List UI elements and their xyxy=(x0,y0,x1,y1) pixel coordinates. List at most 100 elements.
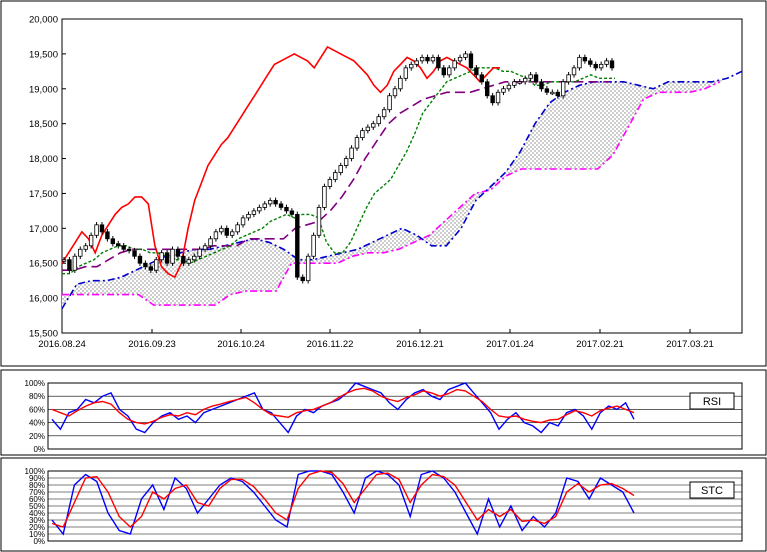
candle-body xyxy=(99,224,105,233)
candle-body xyxy=(517,81,522,84)
candle-body xyxy=(501,88,506,93)
price-x-tick-label: 2016.11.22 xyxy=(307,339,354,350)
senkou-span-b-line xyxy=(62,81,721,306)
stc-panel-series-0 xyxy=(51,470,635,536)
candle-body xyxy=(278,203,284,208)
candle-body xyxy=(175,248,181,257)
candle-body xyxy=(246,213,251,219)
candle-body xyxy=(354,137,360,149)
candle-body xyxy=(381,109,387,118)
candle-body xyxy=(208,238,213,247)
price-x-tick-label: 2016.09.23 xyxy=(128,339,176,350)
candle-body xyxy=(582,56,588,62)
candle-body xyxy=(257,206,262,212)
candle-body xyxy=(360,130,365,139)
stc-panel-y-tick-label: 70% xyxy=(29,488,45,497)
rsi-panel-series-1 xyxy=(51,387,635,425)
rsi-panel-y-tick-label: 40% xyxy=(29,419,45,428)
price-y-tick-label: 18,500 xyxy=(29,119,58,130)
price-y-tick-label: 19,000 xyxy=(29,84,58,95)
candle-body xyxy=(327,179,333,187)
stc-legend-label: STC xyxy=(701,485,723,497)
stc-legend: STC xyxy=(689,481,735,499)
candle-body xyxy=(392,88,398,97)
candle-body xyxy=(132,250,137,257)
stc-panel-y-tick-label: 10% xyxy=(29,530,45,539)
price-y-tick-label: 18,000 xyxy=(29,154,58,165)
price-y-tick-label: 16,500 xyxy=(29,259,58,270)
price-x-tick-label: 2017.02.21 xyxy=(576,339,624,350)
candle-body xyxy=(197,248,202,257)
rsi-legend: RSI xyxy=(689,392,735,410)
candle-body xyxy=(349,147,354,159)
candle-body xyxy=(284,206,289,212)
candle-body xyxy=(598,63,604,69)
candle-body xyxy=(560,81,566,97)
candle-body xyxy=(94,224,99,236)
candle-body xyxy=(143,262,148,268)
stc-panel-y-tick-label: 100% xyxy=(25,467,45,476)
candle-body xyxy=(235,224,240,233)
candle-body xyxy=(322,186,327,208)
candle-body xyxy=(550,91,555,95)
rsi-panel-y-tick-label: 20% xyxy=(29,432,45,441)
candle-body xyxy=(219,227,224,233)
candle-body xyxy=(110,238,116,245)
price-x-tick-label: 2017.03.21 xyxy=(666,339,714,350)
stc-panel-y-tick-label: 80% xyxy=(29,481,45,490)
price-x-tick-label: 2017.01.24 xyxy=(486,339,534,350)
candle-body xyxy=(338,165,343,173)
candle-body xyxy=(604,60,609,65)
candle-body xyxy=(474,67,479,76)
candle-body xyxy=(154,259,159,271)
candle-body xyxy=(343,158,349,166)
candle-body xyxy=(72,255,78,271)
candle-body xyxy=(506,84,512,90)
candle-body xyxy=(419,56,425,62)
rsi-panel-y-tick-label: 60% xyxy=(29,405,45,414)
price-y-tick-label: 15,500 xyxy=(29,329,58,340)
candle-body xyxy=(593,63,598,69)
candle-body xyxy=(148,266,154,271)
candle-body xyxy=(409,63,414,69)
price-x-tick-label: 2016.12.21 xyxy=(396,339,444,350)
candle-body xyxy=(267,200,273,205)
candle-body xyxy=(311,234,316,257)
candle-body xyxy=(316,206,322,236)
price-y-tick-label: 20,000 xyxy=(29,15,58,26)
candle-body xyxy=(137,255,143,264)
candle-body xyxy=(522,77,528,83)
price-y-tick-label: 16,000 xyxy=(29,294,58,305)
candle-body xyxy=(192,255,197,261)
rsi-panel-y-tick-label: 100% xyxy=(25,379,45,388)
candle-body xyxy=(202,245,208,250)
price-y-tick-label: 17,000 xyxy=(29,224,58,235)
candle-body xyxy=(463,53,468,58)
candle-body xyxy=(468,53,474,69)
candle-body xyxy=(295,213,300,278)
candle-body xyxy=(371,123,376,128)
candle-body xyxy=(555,91,560,97)
candle-body xyxy=(490,95,495,104)
candle-body xyxy=(430,56,436,62)
candle-body xyxy=(479,74,484,83)
price-x-tick-label: 2016.08.24 xyxy=(38,339,86,350)
chikou-span-line xyxy=(61,45,500,279)
candle-body xyxy=(485,81,490,97)
candle-body xyxy=(457,56,463,62)
stc-panel-y-tick-label: 50% xyxy=(29,502,45,511)
candle-body xyxy=(83,245,88,250)
rsi-panel-series-0 xyxy=(51,382,635,434)
candle-body xyxy=(105,231,110,240)
rsi-panel: 0% 20% 40% 60% 80% 100% xyxy=(25,379,743,454)
candle-body xyxy=(289,210,295,215)
candle-body xyxy=(126,248,132,252)
candle-body xyxy=(273,200,278,205)
candle-body xyxy=(262,203,267,208)
candle-body xyxy=(512,81,517,86)
kumo-cloud xyxy=(62,71,742,309)
candle-body xyxy=(403,67,409,79)
candle-body xyxy=(425,56,430,62)
rsi-legend-label: RSI xyxy=(703,396,721,408)
candle-body xyxy=(609,60,615,69)
